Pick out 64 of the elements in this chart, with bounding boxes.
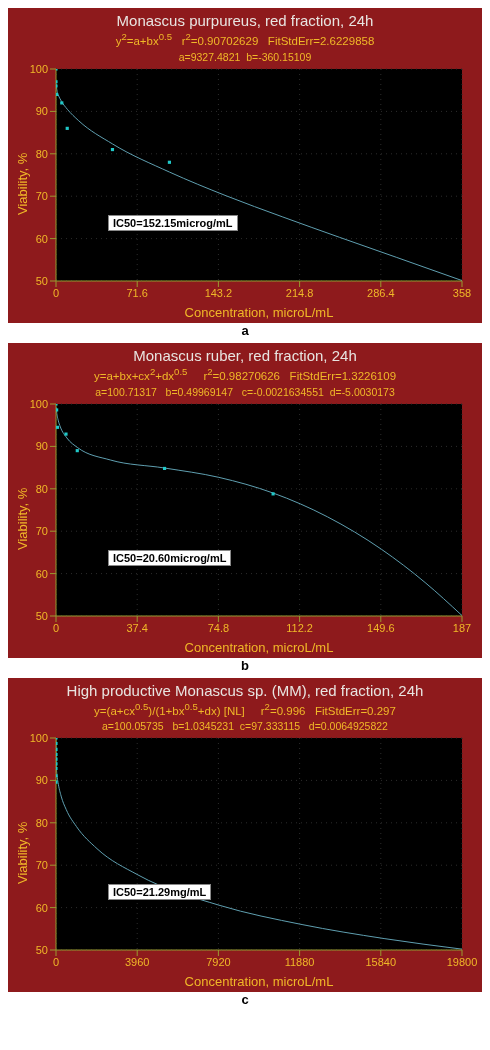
x-tick-label: 112.2 bbox=[286, 621, 313, 634]
y-tick-label: 100 bbox=[29, 62, 48, 75]
x-tick-label: 19800 bbox=[446, 956, 478, 969]
y-tick-label: 100 bbox=[29, 397, 48, 410]
x-tick-label: 143.2 bbox=[204, 286, 233, 299]
y-tick-label: 100 bbox=[29, 732, 48, 745]
y-tick-label: 50 bbox=[35, 609, 48, 622]
chart-title: Monascus purpureus, red fraction, 24h bbox=[115, 12, 375, 29]
y-tick-label: 80 bbox=[35, 147, 48, 160]
y-tick-label: 90 bbox=[35, 439, 48, 452]
x-tick-label: 187 bbox=[452, 621, 472, 634]
text: a bbox=[240, 322, 250, 340]
x-tick-label: 286.4 bbox=[367, 286, 395, 299]
point bbox=[271, 491, 275, 496]
y-tick-label: 50 bbox=[35, 944, 48, 957]
text: c bbox=[240, 992, 250, 1010]
x-tick-label: 71.6 bbox=[126, 286, 148, 299]
chart-title: Monascus ruber, red fraction, 24h bbox=[132, 346, 358, 364]
y-tick-label: 90 bbox=[35, 774, 48, 787]
point bbox=[65, 126, 69, 130]
x-tick-label: 11880 bbox=[284, 956, 315, 969]
text: b bbox=[240, 657, 250, 675]
point bbox=[56, 408, 59, 412]
point bbox=[110, 147, 115, 151]
x-tick-label: 7920 bbox=[206, 956, 231, 969]
annotation: IC50=152.15microg/mL bbox=[108, 214, 238, 231]
y-tick-label: 60 bbox=[35, 567, 48, 580]
x-axis-title: Concentration, microL/mL bbox=[184, 639, 334, 655]
y-tick-label: 70 bbox=[35, 524, 48, 537]
text: y=a+bx+cx$^{2}$+dx$^{0.5}$ r$^{2}$=0.98270626 FitStdErr=1.3226109 a=100.71317 b=0.49969147 c=-0.0021634551 d=-5.0030173 bbox=[93, 365, 397, 398]
x-tick-label: 0 bbox=[52, 621, 60, 634]
x-tick-label: 0 bbox=[52, 286, 60, 299]
point bbox=[60, 101, 64, 105]
x-axis-title: Concentration, microL/mL bbox=[184, 304, 334, 320]
point bbox=[75, 448, 79, 452]
annotation: IC50=20.60microg/mL bbox=[108, 549, 232, 566]
x-tick-label: 214.8 bbox=[285, 286, 314, 299]
x-tick-label: 0 bbox=[52, 956, 60, 969]
x-tick-label: 358 bbox=[452, 286, 472, 299]
point bbox=[56, 425, 60, 429]
chart-subtitle: y=(a+cx$^{0.5}$)/(1+bx$^{0.5}$+dx) [NL] r$^{2}$=0.996 FitStdErr=0.297 a=100.05735 b=1.0345231 c=97.333115 d=0.0064925822 bbox=[93, 699, 397, 733]
y-tick-label: 90 bbox=[35, 105, 48, 118]
y-axis-title: Viability, % bbox=[14, 821, 30, 885]
x-tick-label: 37.4 bbox=[126, 621, 148, 634]
point bbox=[64, 432, 68, 436]
x-axis-title: Concentration, microL/mL bbox=[184, 974, 334, 990]
chart-title: High productive Monascus sp. (MM), red fraction, 24h bbox=[65, 681, 425, 699]
x-tick-label: 15840 bbox=[365, 956, 397, 969]
x-tick-label: 149.6 bbox=[367, 621, 395, 634]
point bbox=[162, 466, 167, 470]
x-tick-label: 74.8 bbox=[207, 621, 230, 634]
point bbox=[167, 160, 171, 164]
y-tick-label: 50 bbox=[35, 274, 48, 287]
chart-subtitle: y$^{2}$=a+bx$^{0.5}$ r$^{2}$=0.90702629 FitStdErr=2.6229858 a=9327.4821 b=-360.15109 bbox=[114, 30, 376, 63]
x-tick-label: 3960 bbox=[124, 956, 150, 969]
annotation: IC50=21.29mg/mL bbox=[108, 884, 212, 901]
y-axis-title: Viability, % bbox=[14, 152, 30, 215]
y-axis-title: Viability, % bbox=[14, 486, 30, 550]
y-tick-label: 60 bbox=[35, 901, 48, 914]
y-tick-label: 80 bbox=[35, 817, 48, 830]
y-tick-label: 80 bbox=[35, 482, 48, 495]
y-tick-label: 70 bbox=[35, 189, 48, 202]
y-tick-label: 60 bbox=[35, 232, 48, 245]
y-tick-label: 70 bbox=[35, 859, 48, 872]
